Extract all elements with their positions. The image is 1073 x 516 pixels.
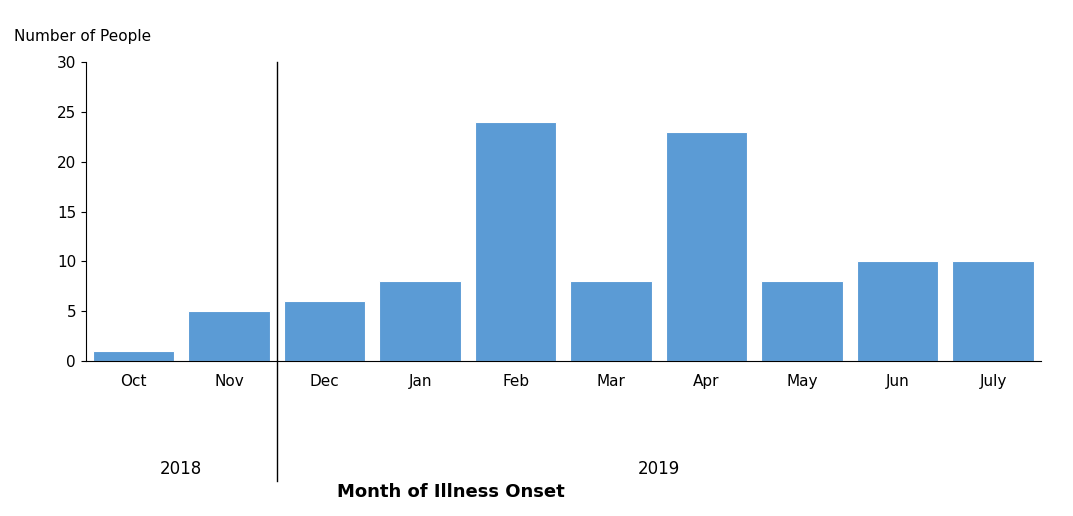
Bar bbox=[762, 281, 842, 361]
Bar bbox=[93, 351, 174, 361]
Text: Number of People: Number of People bbox=[14, 29, 151, 44]
Bar bbox=[380, 281, 460, 361]
Text: 2019: 2019 bbox=[637, 460, 680, 478]
Bar bbox=[857, 262, 938, 361]
Bar bbox=[475, 122, 556, 361]
Bar bbox=[284, 301, 365, 361]
Bar bbox=[571, 281, 651, 361]
Text: Month of Illness Onset: Month of Illness Onset bbox=[337, 482, 564, 501]
Bar bbox=[666, 132, 747, 361]
Bar bbox=[953, 262, 1033, 361]
Text: 2018: 2018 bbox=[160, 460, 203, 478]
Bar bbox=[189, 311, 269, 361]
